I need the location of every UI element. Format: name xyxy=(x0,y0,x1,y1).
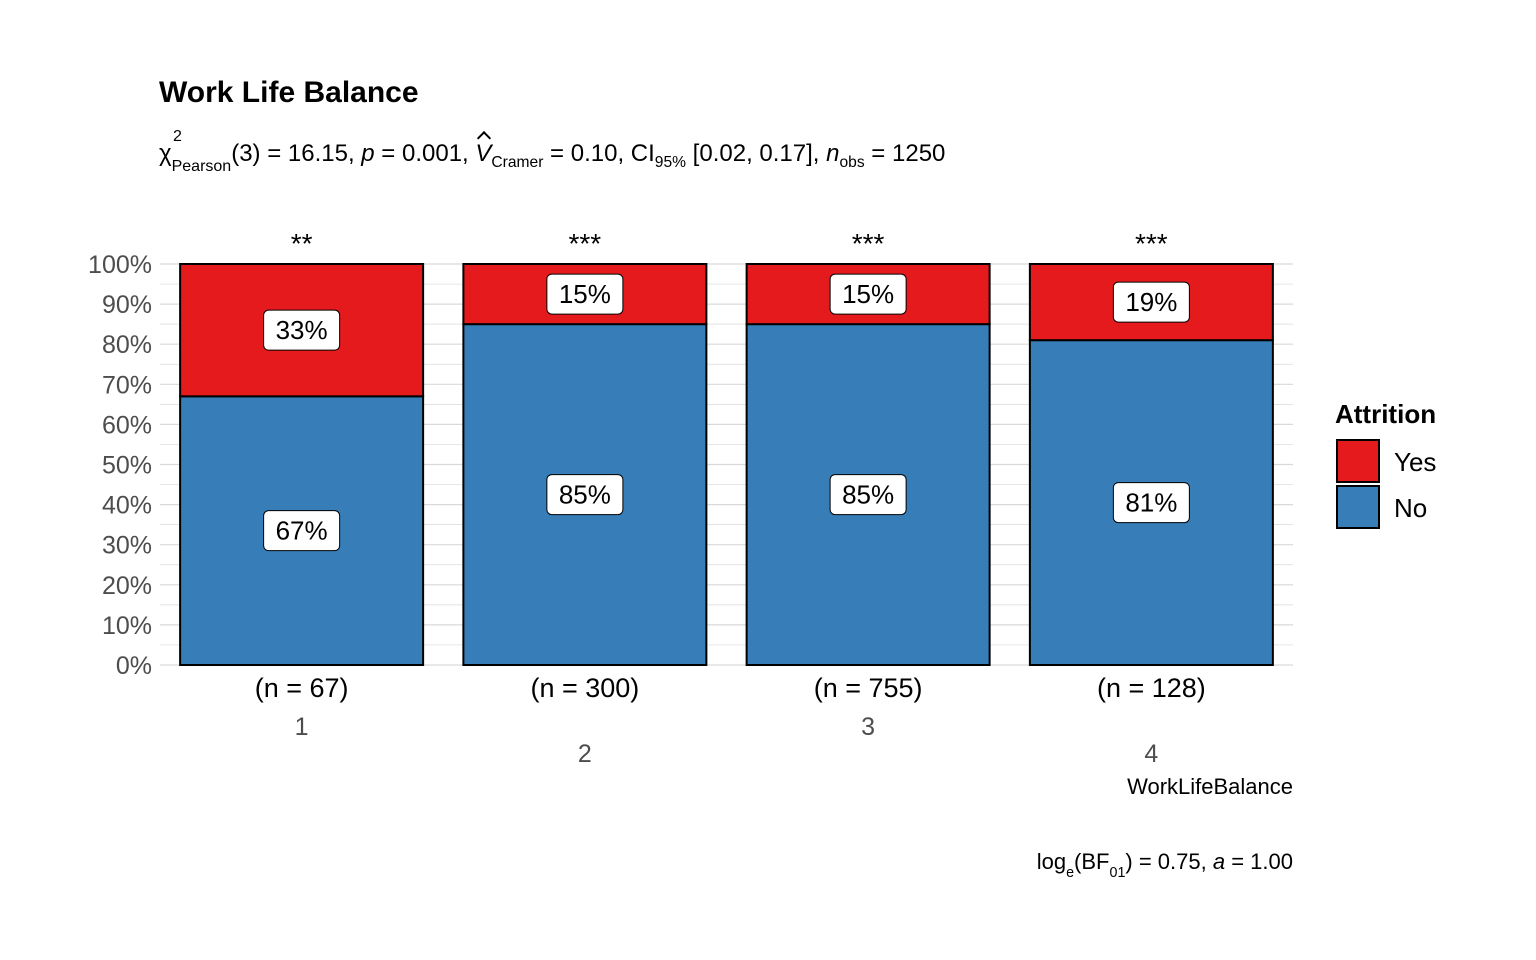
data-label: 15% xyxy=(842,279,894,309)
count-label: (n = 67) xyxy=(255,673,349,703)
x-axis-title: WorkLifeBalance xyxy=(1127,774,1293,799)
data-label: 33% xyxy=(276,315,328,345)
p-value: = 0.001, xyxy=(374,140,476,167)
y-tick-label: 10% xyxy=(102,612,152,640)
count-label: (n = 755) xyxy=(814,673,923,703)
legend-label: Yes xyxy=(1394,447,1436,477)
x-tick-label: 4 xyxy=(1144,740,1158,768)
data-label-box xyxy=(1112,281,1190,323)
x-tick-label: 2 xyxy=(578,740,592,768)
data-label-box xyxy=(263,309,341,351)
n-value: = 1250 xyxy=(864,140,946,167)
y-tick-label: 100% xyxy=(88,251,152,279)
data-label-box xyxy=(546,273,624,315)
ci-value: [0.02, 0.17], xyxy=(686,140,827,167)
chi-stat: (3) = 16.15, xyxy=(231,140,362,167)
chi-symbol: χ 2 Pearson xyxy=(159,128,232,175)
data-label-box xyxy=(1112,482,1190,524)
data-label: 85% xyxy=(559,480,611,510)
legend-title: Attrition xyxy=(1335,399,1436,429)
legend-swatch-yes xyxy=(1336,439,1380,483)
y-tick-label: 70% xyxy=(102,371,152,399)
y-tick-label: 30% xyxy=(102,532,152,560)
p-symbol: p xyxy=(361,140,375,167)
y-tick-label: 50% xyxy=(102,452,152,480)
significance-label: *** xyxy=(569,228,602,259)
chart-caption: loge(BF01) = 0.75, a = 1.00 xyxy=(1036,849,1293,882)
y-tick-label: 40% xyxy=(102,492,152,520)
significance-label: *** xyxy=(852,228,885,259)
data-label-box xyxy=(829,474,907,516)
significance-label: *** xyxy=(1135,228,1168,259)
y-tick-label: 60% xyxy=(102,411,152,439)
data-label: 19% xyxy=(1125,287,1177,317)
count-label: (n = 128) xyxy=(1097,673,1206,703)
data-label: 67% xyxy=(276,516,328,546)
y-tick-label: 0% xyxy=(116,652,152,680)
data-label: 81% xyxy=(1125,488,1177,518)
data-label: 15% xyxy=(559,279,611,309)
legend-swatch-no xyxy=(1336,485,1380,529)
n-symbol: n xyxy=(826,140,840,167)
legend-label: No xyxy=(1394,493,1427,523)
chart-subtitle: χ 2 Pearson(3) = 16.15, p = 0.001, VCramer… xyxy=(159,128,946,175)
data-label: 85% xyxy=(842,480,894,510)
significance-label: ** xyxy=(291,228,313,259)
count-label: (n = 300) xyxy=(530,673,639,703)
v-value: = 0.10, CI xyxy=(543,140,655,167)
x-tick-label: 1 xyxy=(295,713,309,741)
y-tick-label: 20% xyxy=(102,572,152,600)
data-label-box xyxy=(829,273,907,315)
chart-title: Work Life Balance xyxy=(159,76,419,109)
y-tick-label: 80% xyxy=(102,331,152,359)
data-label-box xyxy=(263,510,341,552)
y-tick-label: 90% xyxy=(102,291,152,319)
v-symbol: V xyxy=(475,140,492,167)
x-tick-label: 3 xyxy=(861,713,875,741)
data-label-box xyxy=(546,474,624,516)
